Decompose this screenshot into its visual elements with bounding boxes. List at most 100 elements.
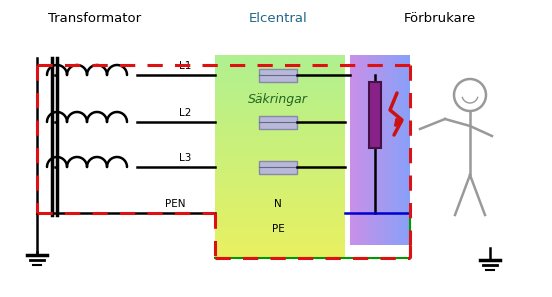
Bar [215, 193, 345, 197]
Bar [215, 148, 345, 152]
Bar [390, 55, 392, 245]
Bar [215, 132, 345, 136]
Bar [215, 254, 345, 258]
Bar [215, 217, 345, 222]
Bar [401, 55, 402, 245]
Bar [407, 55, 408, 245]
Text: N: N [274, 199, 282, 209]
Bar [373, 55, 374, 245]
Text: L3: L3 [179, 153, 191, 163]
Bar [377, 55, 379, 245]
Bar [215, 213, 345, 217]
Bar [215, 209, 345, 213]
Bar [352, 55, 353, 245]
Bar [389, 55, 390, 245]
Bar [215, 242, 345, 246]
Bar [215, 197, 345, 201]
Bar [395, 55, 396, 245]
Bar [374, 55, 375, 245]
Bar [259, 69, 297, 81]
Bar [381, 55, 383, 245]
Bar [353, 55, 354, 245]
Bar [404, 55, 406, 245]
Bar [215, 59, 345, 63]
Bar [400, 55, 401, 245]
Bar [375, 55, 377, 245]
Bar [259, 160, 297, 173]
Bar [215, 112, 345, 116]
Bar [360, 55, 362, 245]
Bar [259, 116, 297, 129]
Bar [402, 55, 404, 245]
Bar [371, 55, 373, 245]
Bar [369, 82, 381, 148]
Bar [215, 104, 345, 108]
Bar [215, 108, 345, 112]
Bar [385, 55, 386, 245]
Bar [396, 55, 398, 245]
Bar [365, 55, 367, 245]
Bar [215, 83, 345, 88]
Bar [356, 55, 358, 245]
Bar [215, 165, 345, 169]
Bar [215, 234, 345, 238]
Bar [358, 55, 359, 245]
Bar [383, 55, 385, 245]
Bar [406, 55, 407, 245]
Bar [215, 116, 345, 120]
Bar [215, 189, 345, 193]
Bar [215, 91, 345, 96]
Bar [392, 55, 394, 245]
Text: PE: PE [272, 224, 284, 234]
Bar [215, 185, 345, 189]
Text: Förbrukare: Förbrukare [404, 12, 476, 25]
Bar [394, 55, 395, 245]
Bar [362, 55, 364, 245]
Text: PEN: PEN [164, 199, 185, 209]
Bar [215, 205, 345, 209]
Text: Elcentral: Elcentral [248, 12, 307, 25]
Text: Transformator: Transformator [49, 12, 141, 25]
Bar [215, 144, 345, 148]
Text: L2: L2 [179, 108, 191, 118]
Bar [364, 55, 365, 245]
Bar [369, 55, 371, 245]
Bar [215, 238, 345, 242]
Bar [215, 201, 345, 205]
Bar [215, 75, 345, 79]
Bar [408, 55, 410, 245]
Bar [215, 100, 345, 104]
Bar [215, 152, 345, 157]
Bar [215, 250, 345, 254]
Bar [215, 63, 345, 67]
Bar [215, 124, 345, 128]
Bar [215, 222, 345, 225]
Bar [398, 55, 400, 245]
Bar [215, 55, 345, 59]
Bar [215, 140, 345, 144]
Bar [359, 55, 360, 245]
Bar [215, 177, 345, 181]
Bar [215, 88, 345, 91]
Bar [215, 96, 345, 100]
Bar [367, 55, 368, 245]
Bar [386, 55, 388, 245]
Bar [215, 67, 345, 71]
Bar [215, 128, 345, 132]
Bar [215, 161, 345, 165]
Bar [354, 55, 356, 245]
Bar [388, 55, 389, 245]
Bar [379, 55, 380, 245]
Bar [368, 55, 369, 245]
Bar [215, 225, 345, 230]
Bar [215, 169, 345, 173]
Bar [215, 120, 345, 124]
Bar [215, 173, 345, 177]
Bar [215, 157, 345, 161]
Text: L1: L1 [179, 61, 191, 71]
Text: Säkringar: Säkringar [248, 94, 308, 107]
Bar [380, 55, 381, 245]
Bar [215, 79, 345, 83]
Bar [215, 136, 345, 140]
Bar [350, 55, 352, 245]
